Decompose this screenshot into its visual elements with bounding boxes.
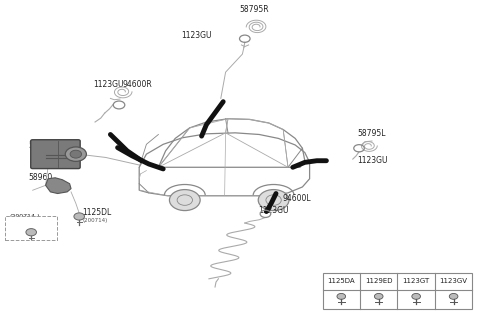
Text: 1125DL: 1125DL [83, 208, 112, 217]
Text: (200714): (200714) [83, 218, 108, 223]
Text: 1123GU: 1123GU [358, 156, 388, 165]
Text: 1123GU: 1123GU [258, 206, 288, 215]
Bar [323, 273, 472, 309]
Text: 1129ED: 1129ED [365, 278, 393, 284]
Circle shape [374, 294, 383, 299]
Circle shape [74, 213, 84, 220]
Text: 1123GU: 1123GU [181, 31, 212, 40]
Text: 58910B: 58910B [29, 141, 58, 150]
Text: 1125DA: 1125DA [327, 278, 355, 284]
Circle shape [412, 294, 420, 299]
Circle shape [449, 294, 458, 299]
Circle shape [26, 229, 36, 236]
Text: 1123GV: 1123GV [440, 278, 468, 284]
Text: 58795L: 58795L [358, 129, 386, 138]
Text: 58960: 58960 [29, 173, 53, 182]
Circle shape [65, 147, 86, 161]
Circle shape [258, 190, 289, 211]
Circle shape [70, 150, 82, 158]
FancyBboxPatch shape [31, 140, 80, 169]
Circle shape [337, 294, 346, 299]
FancyBboxPatch shape [5, 216, 57, 240]
Text: 94600R: 94600R [122, 80, 152, 89]
Text: 58795R: 58795R [240, 5, 269, 14]
Text: 94600L: 94600L [282, 195, 311, 203]
Polygon shape [46, 178, 71, 194]
Text: (200714-): (200714-) [10, 214, 40, 219]
Circle shape [169, 190, 200, 211]
Text: 1339GA: 1339GA [10, 217, 40, 226]
Text: 1123GT: 1123GT [403, 278, 430, 284]
Text: 1123GU: 1123GU [94, 80, 124, 89]
